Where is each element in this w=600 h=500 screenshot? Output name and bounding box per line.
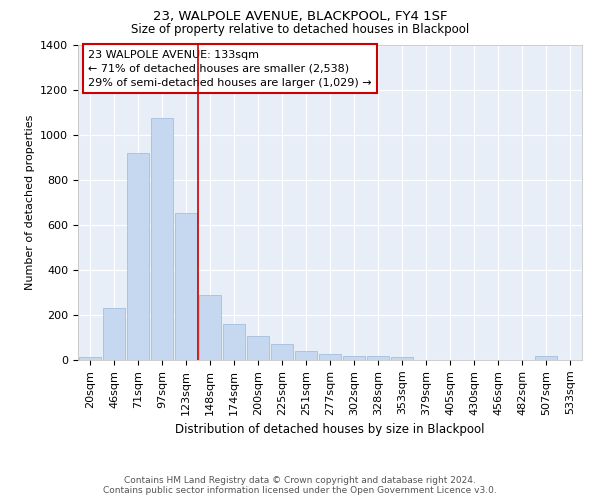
Bar (127, 153, 149, 360)
Bar (535, 356, 557, 360)
Bar (103, 308, 125, 360)
Bar (391, 356, 413, 360)
Bar (199, 294, 221, 360)
Bar (271, 344, 293, 360)
Text: Size of property relative to detached houses in Blackpool: Size of property relative to detached ho… (131, 22, 469, 36)
Text: 23, WALPOLE AVENUE, BLACKPOOL, FY4 1SF: 23, WALPOLE AVENUE, BLACKPOOL, FY4 1SF (153, 10, 447, 23)
X-axis label: Distribution of detached houses by size in Blackpool: Distribution of detached houses by size … (175, 423, 485, 436)
Bar (151, 118, 173, 360)
Bar (223, 324, 245, 360)
Bar (295, 350, 317, 360)
Text: 23 WALPOLE AVENUE: 133sqm
← 71% of detached houses are smaller (2,538)
29% of se: 23 WALPOLE AVENUE: 133sqm ← 71% of detac… (88, 50, 372, 88)
Bar (319, 354, 341, 360)
Bar (343, 356, 365, 360)
Y-axis label: Number of detached properties: Number of detached properties (25, 115, 35, 290)
Bar (175, 212, 197, 360)
Bar (367, 356, 389, 360)
Bar (247, 336, 269, 360)
Bar (79, 356, 101, 360)
Text: Contains HM Land Registry data © Crown copyright and database right 2024.
Contai: Contains HM Land Registry data © Crown c… (103, 476, 497, 495)
